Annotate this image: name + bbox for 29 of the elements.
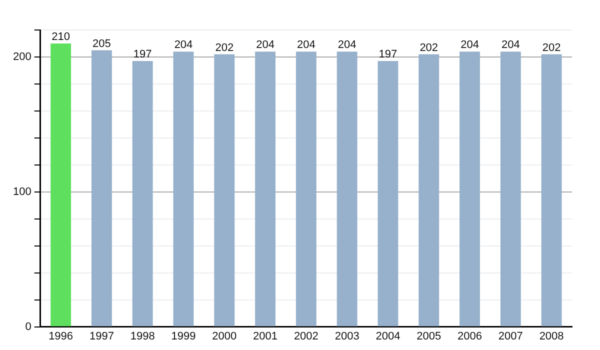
x-tick-label: 2001: [253, 330, 278, 342]
x-tick-label: 2008: [539, 330, 564, 342]
data-label: 202: [420, 42, 438, 54]
x-tick-label: 2000: [212, 330, 237, 342]
data-label: 202: [215, 42, 234, 54]
data-label: 197: [133, 48, 152, 61]
data-label: 204: [338, 39, 356, 52]
x-tick-label: 2002: [294, 330, 318, 342]
x-tick-label: 2006: [458, 330, 482, 342]
x-tick-label: 2007: [498, 330, 523, 342]
x-tick-label: 1997: [89, 330, 114, 342]
data-label: 202: [542, 42, 561, 54]
data-label: 205: [92, 38, 111, 50]
data-label: 204: [460, 39, 479, 52]
data-label: 197: [378, 48, 398, 61]
y-tick-label: 100: [12, 186, 32, 198]
x-tick-label: 2003: [334, 330, 360, 342]
x-tick-label: 2005: [416, 330, 442, 342]
data-label: 204: [296, 39, 316, 52]
x-tick-label: 1998: [130, 330, 155, 342]
x-tick-label: 2004: [376, 330, 400, 342]
data-label: 210: [52, 31, 70, 44]
data-label: 204: [174, 39, 193, 52]
y-tick-label: 200: [12, 51, 32, 64]
data-label: 204: [501, 39, 520, 52]
y-tick-label: 0: [25, 320, 32, 333]
x-tick-label: 1996: [48, 330, 74, 342]
data-label: 204: [256, 39, 274, 52]
x-tick-label: 1999: [171, 330, 196, 342]
